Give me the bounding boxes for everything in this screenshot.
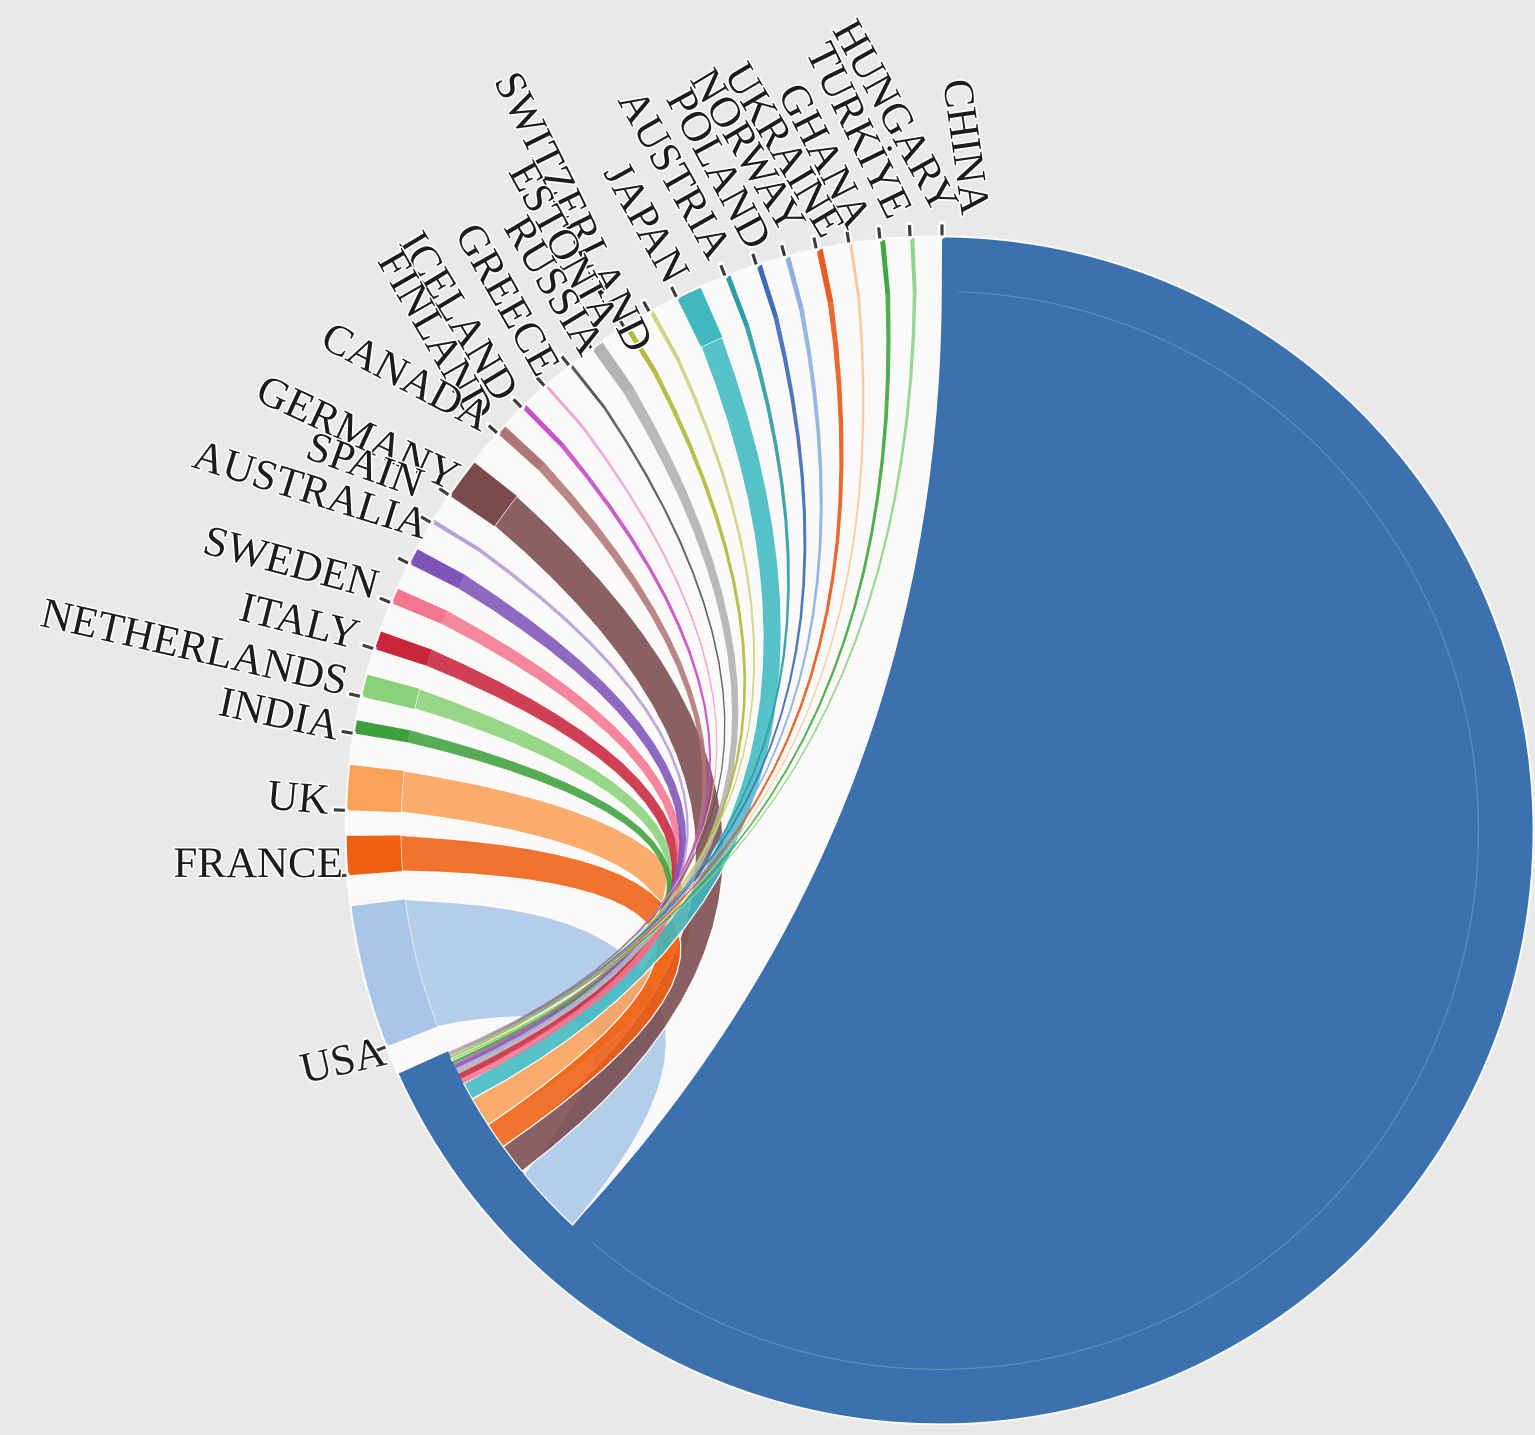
svg-text:FRANCE: FRANCE	[173, 840, 343, 887]
svg-text:UK: UK	[265, 772, 331, 824]
